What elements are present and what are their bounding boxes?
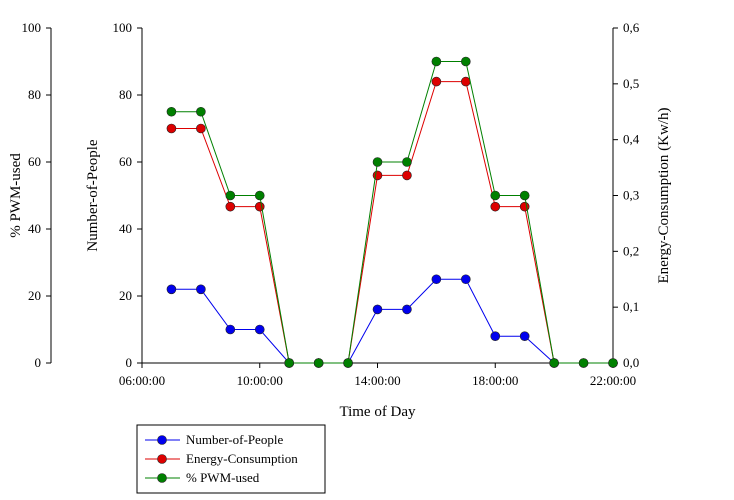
- data-point: [402, 157, 412, 167]
- data-point: [519, 331, 530, 342]
- series-line: [171, 81, 613, 364]
- data-point: [166, 106, 177, 117]
- legend-label: Energy-Consumption: [186, 451, 298, 466]
- data-point: [372, 170, 383, 181]
- y-tick-label: 0,4: [623, 132, 640, 147]
- data-point: [225, 324, 236, 335]
- y-tick-label: 0,1: [623, 299, 639, 314]
- y-tick-label: 0,6: [623, 20, 640, 35]
- series-2: [166, 56, 618, 368]
- y-tick-label: 20: [28, 288, 41, 303]
- x-tick-label: 14:00:00: [354, 373, 400, 388]
- series-0: [166, 274, 559, 368]
- data-point: [608, 358, 618, 368]
- data-point: [372, 304, 383, 315]
- data-point: [254, 190, 265, 201]
- x-tick-label: 18:00:00: [472, 373, 518, 388]
- data-point: [225, 190, 236, 201]
- legend-label: % PWM-used: [186, 470, 260, 485]
- data-point: [372, 157, 383, 167]
- y-tick-label: 80: [28, 87, 41, 102]
- data-point: [196, 123, 206, 134]
- y-tick-label: 80: [119, 87, 132, 102]
- data-point: [578, 358, 589, 368]
- legend: Number-of-People Energy-Consumption % PWM-…: [136, 424, 326, 494]
- x-tick-label: 06:00:00: [119, 373, 165, 388]
- legend-marker: [157, 454, 167, 464]
- data-point: [402, 304, 412, 315]
- data-point: [166, 284, 177, 295]
- data-point: [225, 201, 236, 212]
- y-tick-label: 100: [113, 20, 133, 35]
- data-point: [490, 201, 501, 212]
- series-layer: [166, 56, 618, 368]
- data-point: [461, 274, 471, 285]
- x-axis-title: Time of Day: [339, 404, 416, 420]
- outer-left-axis-title: % PWM-used: [8, 153, 24, 238]
- y-tick-label: 20: [119, 288, 132, 303]
- y-tick-label: 0,0: [623, 355, 639, 370]
- data-point: [284, 358, 294, 368]
- y-tick-label: 100: [22, 20, 42, 35]
- x-tick-label: 22:00:00: [590, 373, 636, 388]
- y-tick-label: 0: [126, 355, 133, 370]
- axes-layer: 06:00:00 10:00:00 14:00:00 18:00:00 22:00:00…: [8, 20, 672, 420]
- data-point: [490, 190, 501, 201]
- data-point: [461, 56, 471, 67]
- y-tick-label: 60: [28, 154, 41, 169]
- data-point: [461, 76, 471, 87]
- y-tick-label: 40: [119, 221, 132, 236]
- data-point: [431, 274, 442, 285]
- data-point: [166, 123, 177, 134]
- y-tick-label: 0: [35, 355, 42, 370]
- data-point: [254, 201, 265, 212]
- data-point: [519, 190, 530, 201]
- data-point: [431, 56, 442, 67]
- data-point: [519, 201, 530, 212]
- data-point: [313, 358, 324, 368]
- y-tick-label: 0,5: [623, 76, 639, 91]
- y-tick-label: 0,2: [623, 243, 639, 258]
- data-point: [254, 324, 265, 335]
- inner-left-axis-title: Number-of-People: [85, 139, 101, 252]
- data-point: [196, 106, 206, 117]
- series-line: [171, 278, 555, 364]
- y-tick-label: 0,3: [623, 188, 639, 203]
- data-point: [196, 284, 206, 295]
- data-point: [490, 331, 501, 342]
- data-point: [431, 76, 442, 87]
- y-tick-label: 40: [28, 221, 41, 236]
- series-line: [171, 61, 613, 364]
- legend-marker: [157, 435, 167, 445]
- legend-marker: [157, 473, 167, 483]
- right-axis-title: Energy-Consumption (Kw/h): [656, 108, 672, 284]
- x-tick-label: 10:00:00: [237, 373, 283, 388]
- data-point: [343, 358, 353, 368]
- series-1: [166, 76, 618, 368]
- legend-label: Number-of-People: [186, 432, 283, 447]
- y-tick-label: 60: [119, 154, 132, 169]
- data-point: [402, 170, 412, 181]
- data-point: [549, 358, 559, 368]
